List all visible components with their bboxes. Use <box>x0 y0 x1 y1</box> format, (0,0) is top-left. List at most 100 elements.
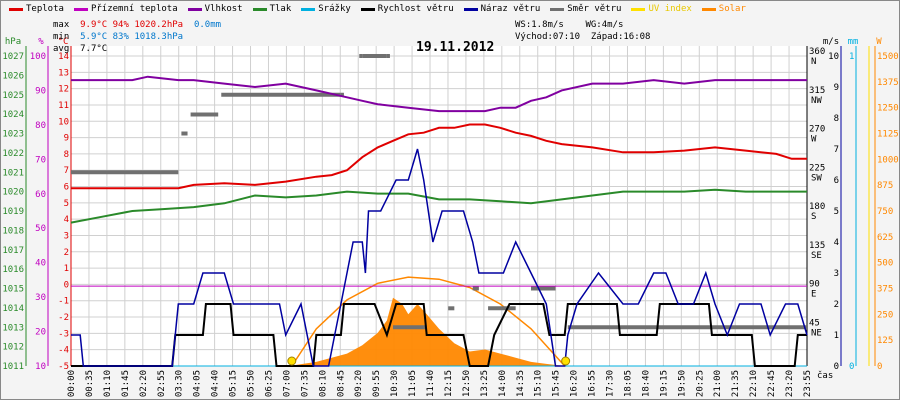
solar-tick-label: 875 <box>877 181 893 191</box>
x-tick-label: 12:50 <box>462 370 472 397</box>
axis-tick-label: 1019 <box>2 207 24 217</box>
sunrise-time: Východ:07:10 <box>515 32 581 42</box>
solar-tick-label: 375 <box>877 285 893 295</box>
wind-tick-label: 5 <box>834 207 839 217</box>
pressure-line <box>70 188 807 224</box>
axis-tick-label: 40 <box>35 259 46 269</box>
direction-compass-label: E <box>811 290 816 300</box>
x-tick-label: 14:35 <box>516 370 526 397</box>
stats-max-row: max 9.9°C 94% 1020.2hPa 0.0mm <box>53 19 221 31</box>
x-tick-label: 15:10 <box>534 370 544 397</box>
max-rain: 0.0mm <box>193 20 222 30</box>
x-axis-label: čas <box>817 370 833 381</box>
x-tick-label: 01:10 <box>103 370 113 397</box>
x-tick-label: 00:00 <box>67 370 77 397</box>
x-tick-label: 02:55 <box>157 370 167 397</box>
avg-temp: 7.7°C <box>80 44 108 54</box>
wind-tick-label: 10 <box>828 52 839 62</box>
axis-tick-label: 1 <box>64 264 69 274</box>
x-tick-label: 21:00 <box>713 370 723 397</box>
x-tick-label: 08:10 <box>318 370 328 397</box>
axis-tick-label: 0 <box>64 280 69 290</box>
solar-max-curve <box>291 276 566 367</box>
axis-tick-label: 80 <box>35 121 46 131</box>
x-tick-label: 14:00 <box>498 370 508 397</box>
wind-sun-info: WS:1.8m/s WG:4m/s Východ:07:10 Západ:16:… <box>515 19 650 43</box>
legend-swatch <box>301 7 316 11</box>
stats-avg-label: avg <box>53 44 70 54</box>
axis-tick-label: -1 <box>58 297 69 307</box>
pressure-unit-label: hPa <box>5 37 21 47</box>
legend-swatch <box>9 7 23 11</box>
axis-tick-label: 9 <box>64 134 69 144</box>
sunset-time: Západ:16:08 <box>590 32 651 42</box>
solar-tick-label: 750 <box>877 207 893 217</box>
x-tick-label: 17:30 <box>606 370 616 397</box>
legend-item: Tlak <box>249 4 291 15</box>
max-humidity: 94% <box>112 20 129 30</box>
axis-tick-label: 90 <box>35 86 46 96</box>
legend-label: Rychlost větru <box>377 4 454 14</box>
axis-tick-label: 1024 <box>2 110 24 120</box>
wind-tick-label: 3 <box>834 269 839 279</box>
axis-tick-label: 3 <box>64 231 69 241</box>
min-pressure: 1018.3hPa <box>134 32 184 42</box>
direction-compass-label: W <box>811 135 817 145</box>
x-tick-label: 23:55 <box>803 370 813 397</box>
direction-compass-label: N <box>811 57 816 67</box>
axis-tick-label: 10 <box>35 362 46 372</box>
axis-tick-label: 1025 <box>2 91 24 101</box>
stats-block: max 9.9°C 94% 1020.2hPa 0.0mm min 5.9°C … <box>53 19 221 55</box>
min-temp: 5.9°C <box>80 32 108 42</box>
legend-label: Přízemní teplota <box>90 4 178 14</box>
direction-compass-label: SE <box>811 251 822 261</box>
axis-tick-label: 1011 <box>2 362 24 372</box>
axis-tick-label: 1027 <box>2 52 24 62</box>
solar-tick-label: 1125 <box>877 130 899 140</box>
legend-item: Směr větru <box>546 4 621 15</box>
humidity-line <box>71 75 807 113</box>
max-pressure: 1020.2hPa <box>134 20 184 30</box>
chart-legend: Teplota Přízemní teplota Vlhkost Tlak Srážky… <box>5 4 752 15</box>
legend-item: Srážky <box>297 4 351 15</box>
legend-label: Směr větru <box>567 4 622 14</box>
x-tick-label: 08:45 <box>336 370 346 397</box>
axis-tick-label: 7 <box>64 166 69 176</box>
wind-tick-label: 6 <box>834 176 839 186</box>
x-tick-label: 00:35 <box>85 370 95 397</box>
axis-tick-label: 1015 <box>2 285 24 295</box>
legend-swatch <box>73 7 88 11</box>
axis-tick-label: 5 <box>64 199 69 209</box>
axis-tick-label: 14 <box>58 52 69 62</box>
x-tick-label: 15:45 <box>552 370 562 397</box>
direction-compass-label: S <box>811 212 816 222</box>
direction-compass-label: SW <box>811 173 822 183</box>
axis-tick-label: -5 <box>58 362 69 372</box>
wind-tick-label: 1 <box>834 331 839 341</box>
legend-item: Solar <box>698 4 746 15</box>
x-tick-label: 16:20 <box>570 370 580 397</box>
legend-swatch <box>631 7 646 11</box>
axis-tick-label: 20 <box>35 328 46 338</box>
legend-item: Teplota <box>5 4 64 15</box>
direction-tick-label: 180 <box>809 202 825 212</box>
solar-tick-label: 625 <box>877 233 893 243</box>
x-tick-label: 20:25 <box>695 370 705 397</box>
x-tick-label: 01:45 <box>121 370 131 397</box>
direction-tick-label: 90 <box>809 280 820 290</box>
x-tick-label: 09:20 <box>354 370 364 397</box>
x-tick-label: 02:20 <box>139 370 149 397</box>
x-tick-label: 22:10 <box>749 370 759 397</box>
legend-swatch <box>701 7 716 11</box>
axis-tick-label: -2 <box>58 313 69 323</box>
wind-tick-label: 9 <box>834 83 839 93</box>
solar-tick-label: 500 <box>877 259 893 269</box>
legend-item: Rychlost větru <box>357 4 454 15</box>
solar-tick-label: 125 <box>877 336 893 346</box>
temperature-unit-label: °C <box>58 37 69 47</box>
axis-tick-label: 1022 <box>2 149 24 159</box>
direction-compass-label: NE <box>811 328 822 338</box>
x-tick-label: 03:30 <box>175 370 185 397</box>
wind-speed-line <box>71 303 807 367</box>
axis-tick-label: 1016 <box>2 265 24 275</box>
